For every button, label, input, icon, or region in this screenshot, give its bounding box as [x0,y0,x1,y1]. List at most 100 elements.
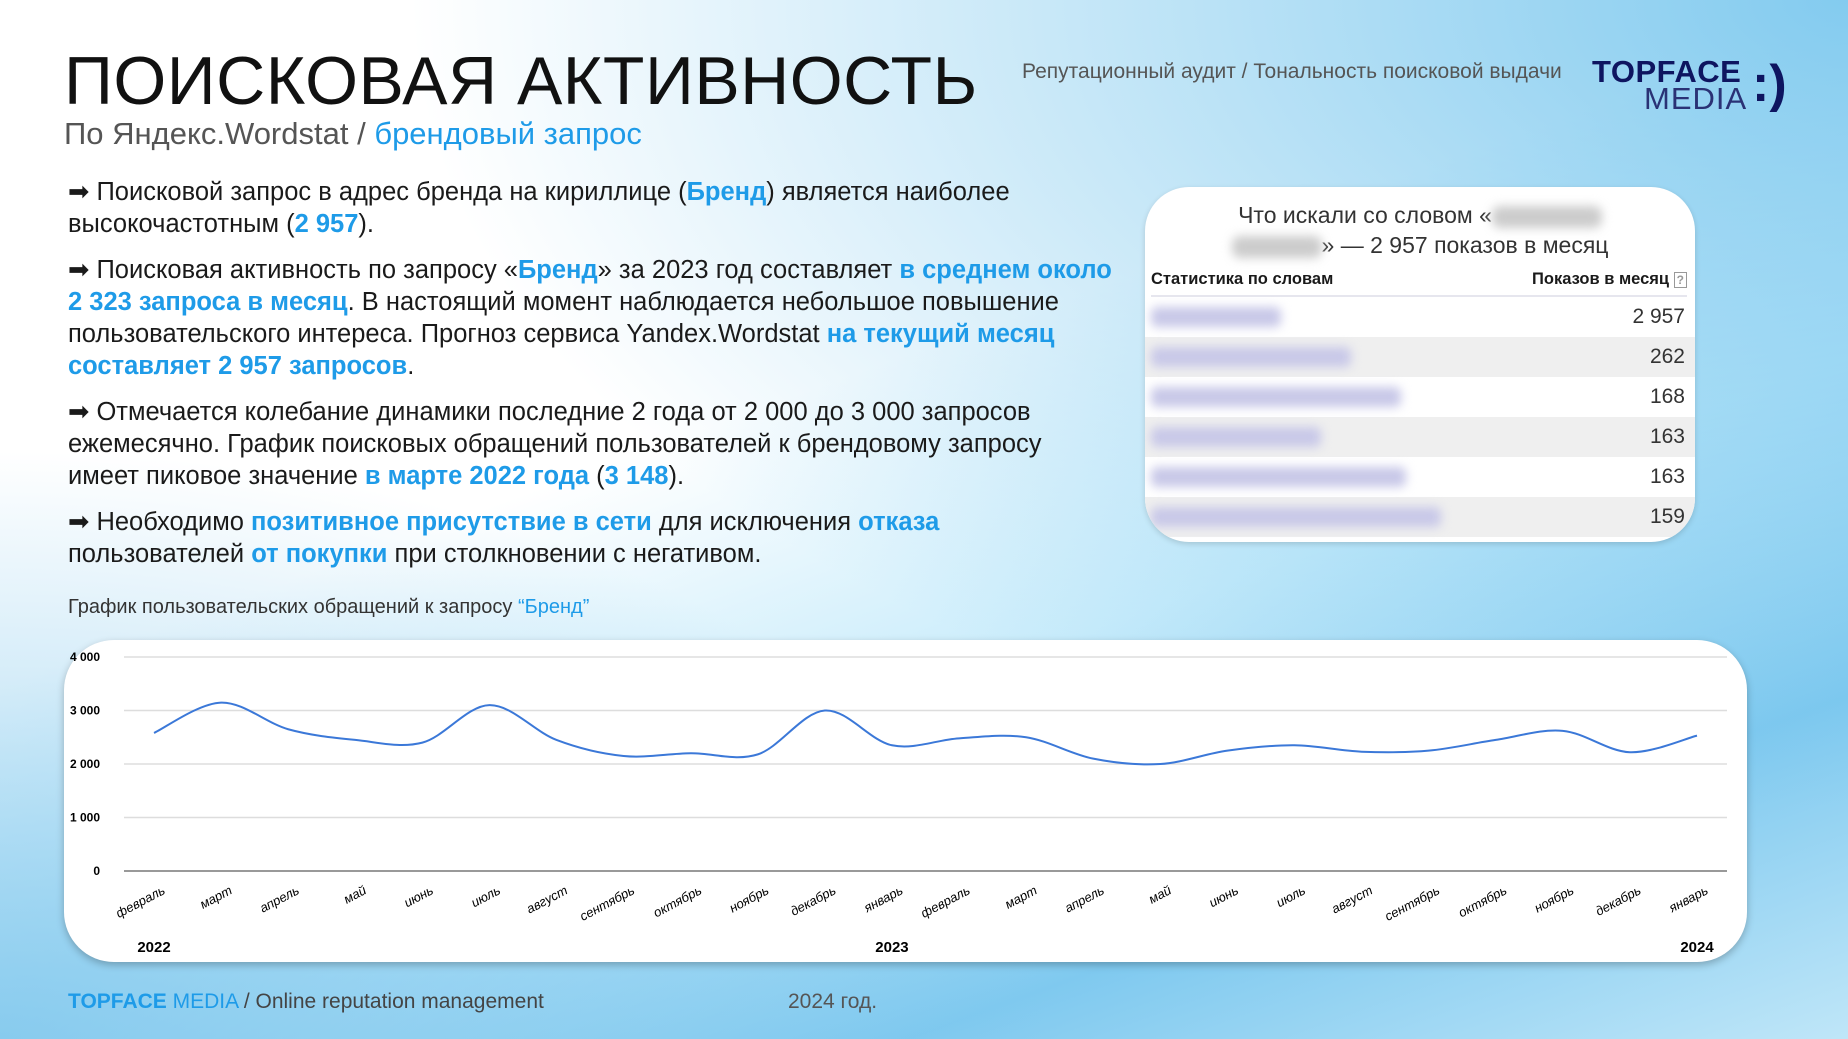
x-tick-label: июнь [401,882,436,910]
bullet-text: ➡ Поисковой запрос в адрес бренда на кир… [68,178,687,206]
year-label: 2023 [875,939,908,956]
blurred-keyword [1491,205,1602,228]
x-tick-label: август [1329,882,1375,916]
x-tick-label: июль [469,882,503,910]
blurred-keyword [1231,235,1322,258]
shows-count: 262 [1649,345,1685,368]
x-tick-label: апрель [1062,882,1107,915]
highlight-text: в марте 2022 года [364,462,590,490]
highlight-text: 2 957 [294,210,359,238]
footer-year: 2024 год. [788,990,878,1013]
wordstat-row: 168 [1145,377,1695,417]
x-tick-label: март [197,882,234,911]
wordstat-row: 163 [1145,417,1695,457]
topface-logo: TOPFACE MEDIA :) [1592,54,1787,116]
bullet-text: для исключения [651,508,859,536]
x-tick-label: ноябрь [727,882,772,915]
bullet-item: ➡ Поисковая активность по запросу «Бренд… [68,254,1113,382]
bullet-text: ➡ Отмечается колебание динамики последни… [68,398,1042,490]
x-tick-label: февраль [113,882,167,920]
chart-caption-accent: “Бренд” [517,596,590,618]
subtitle-prefix: По Яндекс.Wordstat / [64,116,375,151]
bullet-text: . [407,352,415,380]
y-tick-label: 2 000 [70,757,100,771]
x-tick-label: ноябрь [1532,882,1577,915]
x-tick-label: октябрь [651,882,705,920]
shows-count: 2 957 [1632,305,1685,328]
blurred-query-link[interactable] [1151,307,1281,327]
footer-brand: TOPFACE MEDIA / Online reputation manage… [68,990,544,1014]
help-icon[interactable]: ? [1673,272,1687,288]
blurred-query-link[interactable] [1151,387,1401,407]
bullet-text: ). [668,462,685,490]
wordstat-columns: Статистика по словам Показов в месяц ? [1151,270,1687,297]
bullet-item: ➡ Необходимо позитивное присутствие в се… [68,506,1113,570]
subtitle-accent: брендовый запрос [374,116,642,151]
highlight-text: Бренд [686,178,767,206]
bullet-text: ) является наиболее высокочастотным ( [68,178,1010,238]
y-tick-label: 1 000 [70,811,100,825]
highlight-text: на текущий месяц составляет 2 957 запрос… [68,320,1055,380]
x-tick-label: январь [1665,882,1710,915]
wordstat-heading-prefix: Что искали со словом « [1238,202,1492,228]
y-tick-label: 4 000 [70,650,100,664]
wordstat-screenshot: Что искали со словом « » — 2 957 показов… [1145,187,1695,542]
wordstat-row: 262 [1145,337,1695,377]
bullet-text: при столкновении с негативом. [387,540,762,568]
series-line [153,701,1698,766]
wordstat-rows: 2 957 262 168 163 163 159 [1145,297,1695,537]
x-tick-label: сентябрь [577,882,637,923]
bullet-text: пользователей [68,540,252,568]
chart-caption: График пользовательских обращений к запр… [68,596,589,619]
x-tick-label: август [524,882,570,916]
highlight-text: 3 148 [604,462,669,490]
year-label: 2024 [1680,939,1714,956]
shows-count: 163 [1649,425,1685,448]
highlight-text: Бренд [517,256,598,284]
bullet-text: ). [358,210,374,238]
col-shows-label: Показов в месяц [1532,270,1670,288]
page-title: ПОИСКОВАЯ АКТИВНОСТЬ [64,43,978,119]
blurred-query-link[interactable] [1151,467,1406,487]
highlight-text: в среднем около 2 323 запроса в месяц [68,256,1112,316]
blurred-query-link[interactable] [1151,347,1351,367]
x-tick-label: январь [860,882,905,915]
year-label: 2022 [137,939,170,956]
logo-smile-icon: :) [1752,55,1787,113]
wordstat-heading-suffix: » — 2 957 показов в месяц [1321,232,1609,258]
bullet-list: ➡ Поисковой запрос в адрес бренда на кир… [68,176,1113,584]
shows-count: 163 [1649,465,1685,488]
x-tick-label: декабрь [788,882,839,918]
line-chart: 0 1 000 2 000 3 000 4 000 февраль март апрель ма… [70,650,1727,956]
bullet-item: ➡ Поисковой запрос в адрес бренда на кир… [68,176,1113,240]
chart-card: 0 1 000 2 000 3 000 4 000 февраль март апрель ма… [64,640,1747,962]
footer-topface: TOPFACE [68,990,167,1013]
bullet-text: ( [589,462,605,490]
chart-caption-text: График пользовательских обращений к запр… [68,596,518,618]
x-tick-label: апрель [257,882,302,915]
x-tick-label: октябрь [1456,882,1510,920]
highlight-text: от покупки [251,540,388,568]
col-words: Статистика по словам [1151,270,1334,288]
wordstat-row: 2 957 [1145,297,1695,337]
shows-count: 159 [1649,505,1685,528]
footer-tagline: / Online reputation management [237,990,544,1013]
x-tick-label: февраль [918,882,972,920]
x-tick-label: май [341,882,369,906]
highlight-text: отказа [858,508,940,536]
x-tick-label: июнь [1206,882,1241,910]
footer-media: MEDIA [166,990,238,1013]
x-tick-label: май [1146,882,1174,906]
y-tick-label: 3 000 [70,704,100,718]
blurred-query-link[interactable] [1151,427,1321,447]
x-tick-label: сентябрь [1382,882,1442,923]
bullet-text: » за 2023 год составляет [597,256,900,284]
blurred-query-link[interactable] [1151,507,1441,527]
wordstat-row: 163 [1145,457,1695,497]
wordstat-row: 159 [1145,497,1695,537]
logo-media: MEDIA [1644,81,1748,116]
bullet-text: ➡ Необходимо [68,508,251,536]
col-shows: Показов в месяц ? [1532,270,1687,289]
logo-topface: TOPFACE [1592,54,1742,89]
page-subtitle: По Яндекс.Wordstat / брендовый запрос [64,116,642,152]
